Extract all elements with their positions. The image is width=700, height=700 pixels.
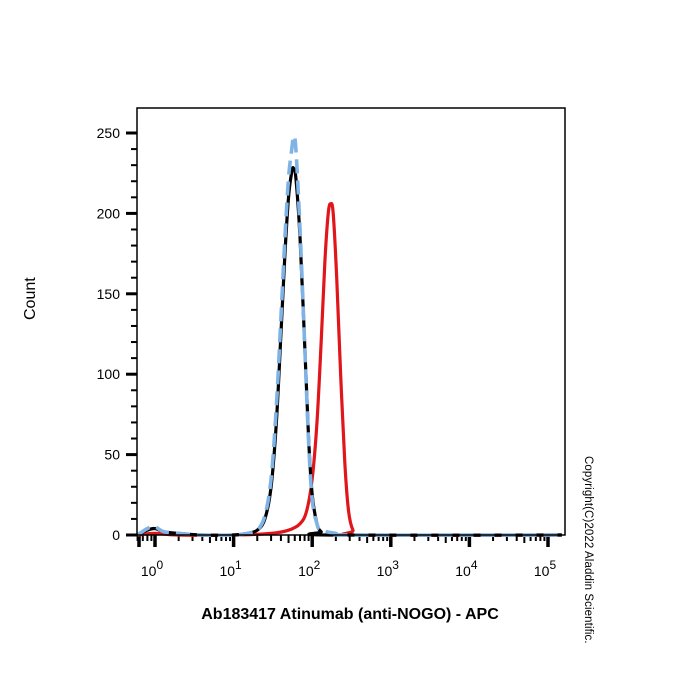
svg-text:0: 0 [112,527,120,543]
svg-text:100: 100 [141,558,164,579]
svg-text:200: 200 [97,205,121,221]
svg-text:103: 103 [377,558,400,579]
sample-line [137,201,562,537]
svg-text:102: 102 [298,558,321,579]
svg-text:100: 100 [97,366,121,382]
svg-text:104: 104 [455,558,478,579]
svg-text:105: 105 [534,558,557,579]
axis-ticks [126,131,550,547]
data-lines [136,134,562,538]
svg-text:250: 250 [97,125,121,141]
svg-text:50: 50 [104,447,120,463]
svg-text:150: 150 [97,286,121,302]
y-axis-label: Count [22,277,39,320]
isotype-line [136,166,562,537]
plot-frame [136,107,566,536]
tick-labels: 0 50 100 150 200 250 100 101 102 103 104 105 [97,125,557,579]
copyright-notice: Copyright(C)2022 Aladdin Scientific. [582,456,594,644]
svg-text:101: 101 [219,558,242,579]
blank-control-line [136,134,562,538]
x-axis-label: Ab183417 Atinumab (anti-NOGO) - APC [201,606,499,623]
